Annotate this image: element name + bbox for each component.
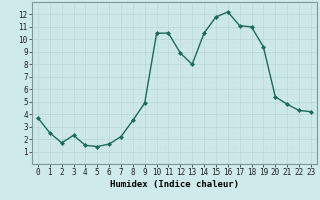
X-axis label: Humidex (Indice chaleur): Humidex (Indice chaleur) bbox=[110, 180, 239, 189]
